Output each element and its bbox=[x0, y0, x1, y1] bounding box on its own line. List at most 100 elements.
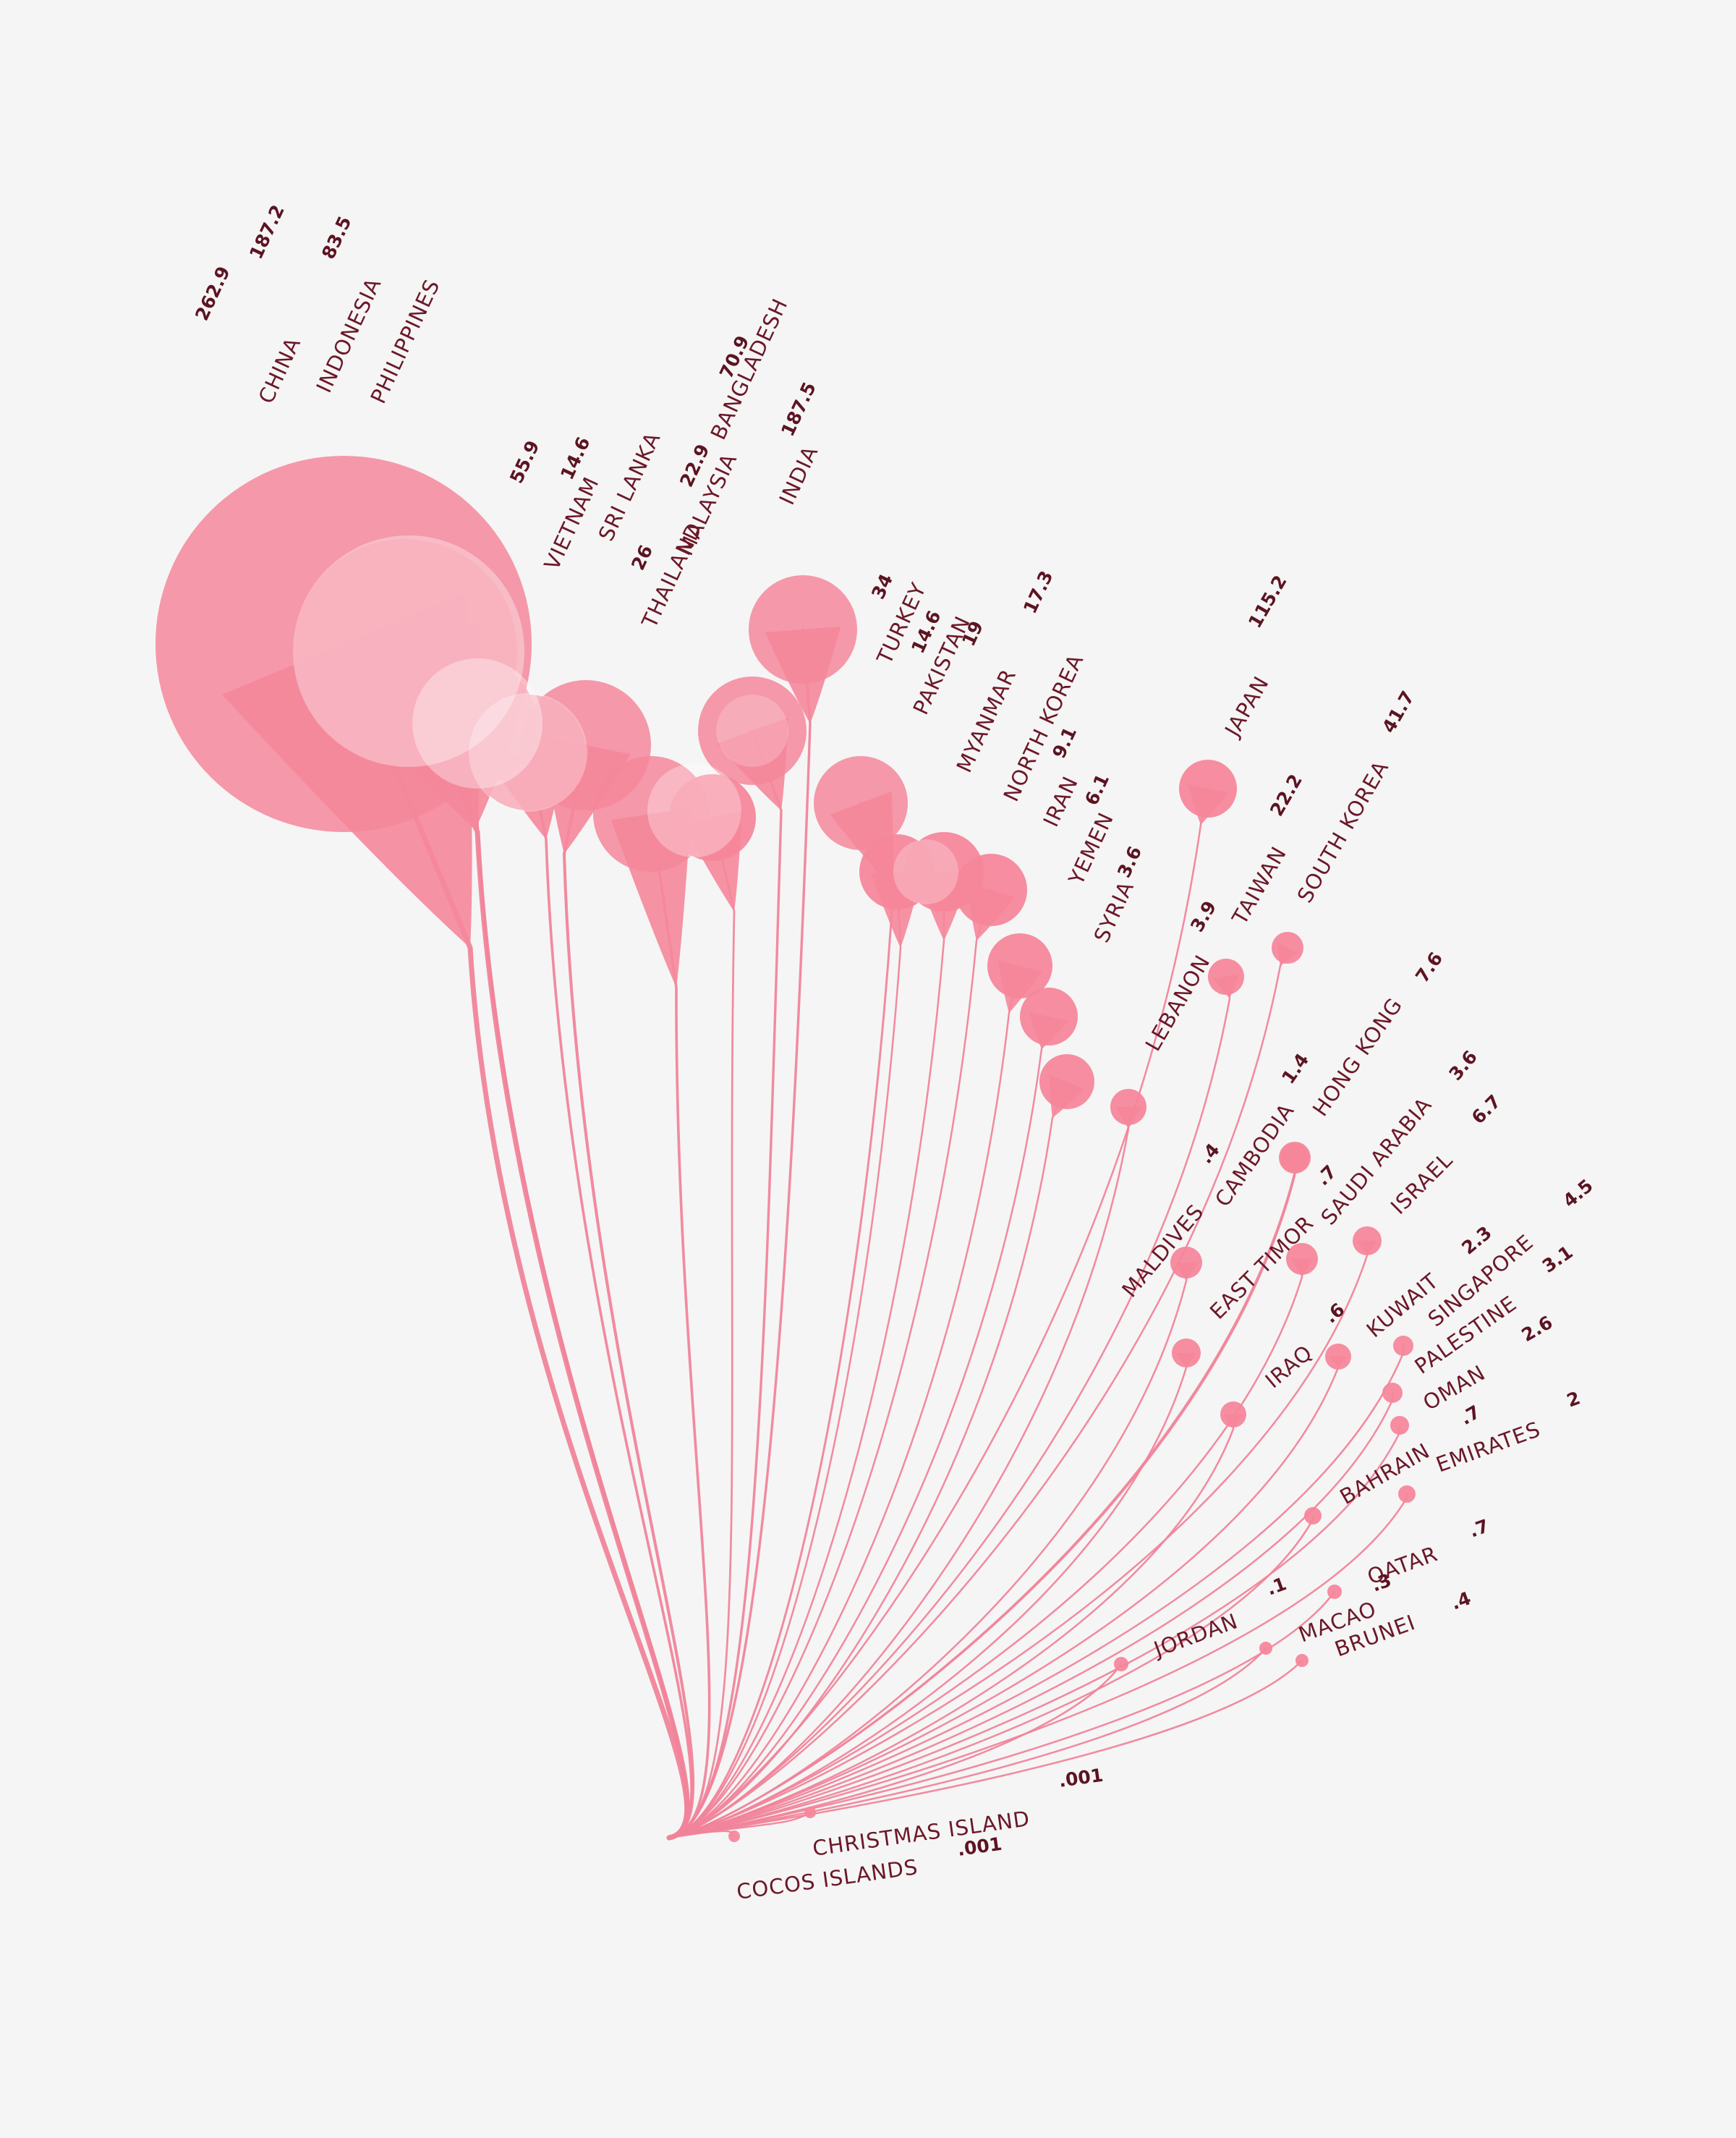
bubble-taiwan bbox=[1208, 959, 1244, 998]
label-vietnam: VIETNAM bbox=[540, 473, 604, 574]
value-kuwait: 2.3 bbox=[1458, 1222, 1496, 1259]
bubble-maldives bbox=[1170, 1247, 1202, 1281]
stem-lebanon bbox=[668, 1106, 1130, 1839]
bubble-lebanon bbox=[1110, 1089, 1146, 1129]
stem-brunei bbox=[668, 1659, 1303, 1839]
bubble-qatar bbox=[1327, 1585, 1342, 1599]
label-china: CHINA bbox=[254, 334, 306, 407]
stem-israel bbox=[668, 1239, 1369, 1839]
value-qatar: .7 bbox=[1466, 1515, 1492, 1541]
bubble-oman bbox=[1390, 1416, 1409, 1435]
label-cocos-islands: COCOS ISLANDS bbox=[735, 1854, 919, 1904]
stem-south-korea bbox=[668, 946, 1289, 1839]
stem-thailand bbox=[650, 813, 711, 1839]
bubble-emirates bbox=[1398, 1485, 1416, 1503]
label-emirates: EMIRATES bbox=[1433, 1417, 1544, 1477]
value-east-timor: .7 bbox=[1312, 1161, 1341, 1190]
stem-philippines bbox=[472, 722, 689, 1839]
label-india: INDIA bbox=[775, 442, 823, 509]
bubble-saudi-arabia bbox=[1286, 1243, 1318, 1277]
bubble-syria bbox=[1039, 1054, 1094, 1118]
bubble-iraq bbox=[1220, 1401, 1246, 1429]
label-yemen: YEMEN bbox=[1063, 808, 1118, 888]
stem-syria bbox=[668, 1080, 1068, 1839]
bubble-iran bbox=[987, 933, 1052, 1013]
bubble-south-korea bbox=[1272, 932, 1303, 966]
label-saudi-arabia: SAUDI ARABIA bbox=[1316, 1093, 1437, 1230]
value-singapore: 4.5 bbox=[1559, 1175, 1597, 1212]
bubble-overlap-highlight bbox=[647, 763, 741, 857]
label-myanmar: MYANMAR bbox=[952, 665, 1021, 776]
stem-singapore bbox=[668, 1344, 1405, 1839]
bubble-israel bbox=[1353, 1226, 1382, 1255]
bubble-india bbox=[749, 575, 857, 724]
value-japan: 115.2 bbox=[1244, 572, 1291, 632]
label-iran: IRAN bbox=[1039, 772, 1084, 831]
value-turkey: 34 bbox=[867, 571, 897, 603]
value-sri-lanka: 14.6 bbox=[556, 433, 594, 483]
stem-sri-lanka bbox=[562, 743, 695, 1840]
label-syria: SYRIA bbox=[1089, 877, 1139, 946]
bubble-bahrain bbox=[1304, 1507, 1322, 1524]
bubble-east-timor bbox=[1172, 1339, 1201, 1367]
label-sri-lanka: SRI LANKA bbox=[594, 428, 665, 545]
stems-layer bbox=[341, 628, 1408, 1841]
value-vietnam: 55.9 bbox=[506, 437, 543, 486]
value-south-korea: 41.7 bbox=[1378, 687, 1418, 737]
label-japan: JAPAN bbox=[1220, 672, 1274, 742]
bubbles-layer bbox=[156, 456, 1416, 1842]
stem-india bbox=[668, 628, 812, 1839]
label-bahrain: BAHRAIN bbox=[1336, 1438, 1434, 1509]
bubble-macao bbox=[1259, 1642, 1272, 1655]
stem-north-korea bbox=[668, 888, 992, 1839]
bubble-cocos-islands bbox=[728, 1831, 740, 1842]
value-emirates: 2 bbox=[1564, 1387, 1583, 1411]
bubble-kuwait bbox=[1325, 1344, 1351, 1370]
bubble-palestine bbox=[1382, 1383, 1403, 1403]
bubble-brunei bbox=[1295, 1654, 1309, 1667]
value-christmas-island: .001 bbox=[1058, 1765, 1105, 1791]
stem-palestine bbox=[668, 1391, 1394, 1839]
value-bahrain: .7 bbox=[1457, 1401, 1484, 1430]
stem-maldives bbox=[668, 1261, 1188, 1839]
label-south-korea: SOUTH KOREA bbox=[1293, 756, 1394, 907]
value-yemen: 6.1 bbox=[1081, 771, 1113, 808]
bubble-overlap-highlight bbox=[412, 658, 542, 789]
bubble-christmas-island bbox=[804, 1807, 816, 1818]
label-iraq: IRAQ bbox=[1261, 1340, 1317, 1393]
bubble-north-korea bbox=[955, 854, 1027, 941]
value-saudi-arabia: 3.6 bbox=[1444, 1046, 1481, 1085]
stem-east-timor bbox=[668, 1352, 1188, 1839]
stem-oman bbox=[668, 1424, 1401, 1839]
stem-iran bbox=[668, 964, 1021, 1839]
value-taiwan: 22.2 bbox=[1266, 771, 1306, 820]
label-lebanon: LEBANON bbox=[1141, 951, 1215, 1056]
stem-myanmar bbox=[668, 870, 945, 1839]
stem-emirates bbox=[668, 1493, 1408, 1839]
value-oman: 2.6 bbox=[1518, 1312, 1557, 1346]
label-taiwan: TAIWAN bbox=[1227, 842, 1291, 929]
bubble-overlap-highlight bbox=[469, 693, 587, 812]
value-hong-kong: 7.6 bbox=[1411, 949, 1447, 987]
value-maldives: .4 bbox=[1195, 1140, 1224, 1168]
value-indonesia: 187.2 bbox=[245, 202, 289, 263]
stem-japan bbox=[668, 787, 1209, 1839]
value-israel: 6.7 bbox=[1468, 1090, 1505, 1128]
bubble-overlap-highlight bbox=[293, 535, 524, 767]
stem-pakistan bbox=[668, 870, 902, 1839]
stem-iraq bbox=[668, 1413, 1235, 1839]
bubble-bangladesh bbox=[698, 676, 807, 810]
value-india: 187.5 bbox=[777, 379, 820, 440]
bubble-cambodia bbox=[1280, 1143, 1309, 1172]
bubble-singapore bbox=[1393, 1336, 1413, 1356]
bubble-malaysia bbox=[669, 774, 756, 912]
value-palestine: 3.1 bbox=[1539, 1242, 1577, 1277]
bubble-jordan bbox=[1114, 1657, 1128, 1671]
label-hong-kong: HONG KONG bbox=[1308, 993, 1408, 1121]
stem-turkey bbox=[668, 802, 895, 1839]
bubble-overlap-highlight bbox=[893, 839, 958, 904]
bubble-japan bbox=[1179, 760, 1237, 825]
value-thailand: 26 bbox=[627, 542, 657, 574]
